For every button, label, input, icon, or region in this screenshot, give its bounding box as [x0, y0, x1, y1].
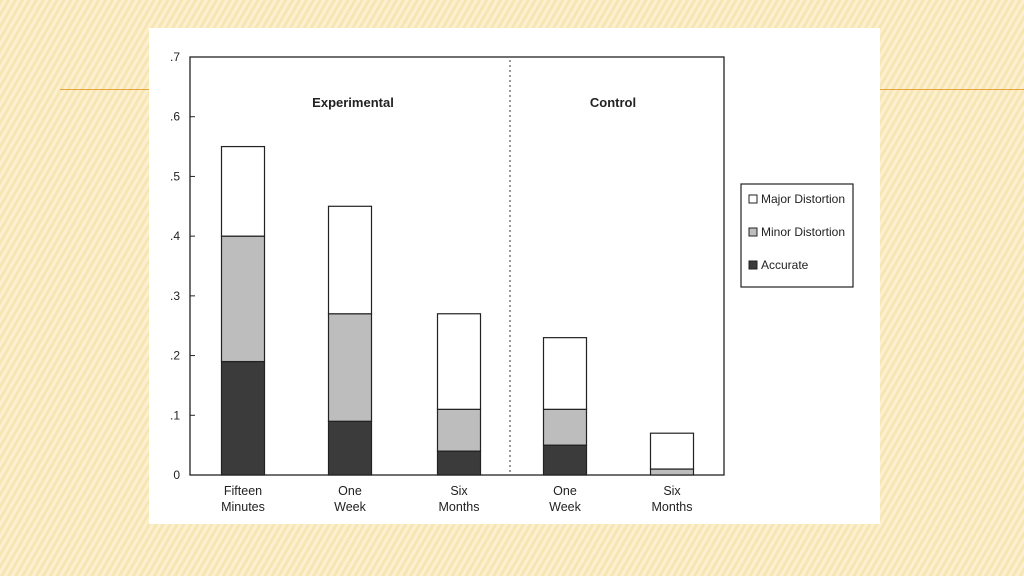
- y-tick-label: .2: [170, 349, 180, 363]
- x-category-label: Months: [652, 500, 693, 514]
- y-tick-label: .4: [170, 229, 180, 243]
- group-label: Control: [590, 95, 636, 110]
- x-category-label: Six: [663, 484, 681, 498]
- x-category-label: Minutes: [221, 500, 265, 514]
- y-tick-label: 0: [173, 468, 180, 482]
- y-tick-label: .3: [170, 289, 180, 303]
- group-label: Experimental: [312, 95, 394, 110]
- chart-card: 0 .1 .2 .3 .4 .5 .6 .7 Fifteen Minutes One Week Six M…: [149, 28, 880, 524]
- decorative-rule-left: [60, 89, 152, 90]
- legend-box: [740, 183, 854, 288]
- x-category-label: Week: [334, 500, 366, 514]
- bar-segment-accurate: [436, 450, 482, 476]
- bar-segment-major-distortion: [542, 337, 588, 410]
- bar-segment-accurate: [220, 360, 266, 476]
- bar-segment-minor-distortion: [220, 235, 266, 363]
- legend-swatch-major-distortion: [748, 194, 758, 204]
- x-category-label: Week: [549, 500, 581, 514]
- x-category-label: Months: [439, 500, 480, 514]
- bar-segment-major-distortion: [327, 205, 373, 315]
- legend-label: Accurate: [761, 258, 809, 272]
- x-category-label: One: [553, 484, 577, 498]
- y-tick-label: .5: [170, 169, 180, 183]
- x-category-label: Fifteen: [224, 484, 262, 498]
- bar-segment-minor-distortion: [649, 468, 695, 476]
- stacked-bar-chart: 0 .1 .2 .3 .4 .5 .6 .7 Fifteen Minutes One Week Six M…: [170, 50, 854, 514]
- x-category-label: Six: [450, 484, 468, 498]
- legend-swatch-minor-distortion: [748, 227, 758, 237]
- bar-segment-minor-distortion: [327, 313, 373, 422]
- bar-segment-accurate: [542, 444, 588, 476]
- bar-segment-accurate: [327, 420, 373, 476]
- y-tick-label: .1: [170, 408, 180, 422]
- bar-segment-major-distortion: [220, 145, 266, 237]
- y-tick-label: .7: [170, 50, 180, 64]
- bar-segment-major-distortion: [436, 313, 482, 410]
- legend-swatch-accurate: [748, 260, 758, 270]
- bar-segment-minor-distortion: [436, 408, 482, 452]
- bar-segment-minor-distortion: [542, 408, 588, 446]
- legend-label: Major Distortion: [761, 192, 845, 206]
- bar-segment-major-distortion: [649, 432, 695, 470]
- decorative-rule-right: [878, 89, 1024, 90]
- x-category-label: One: [338, 484, 362, 498]
- legend-label: Minor Distortion: [761, 225, 845, 239]
- y-tick-label: .6: [170, 110, 180, 124]
